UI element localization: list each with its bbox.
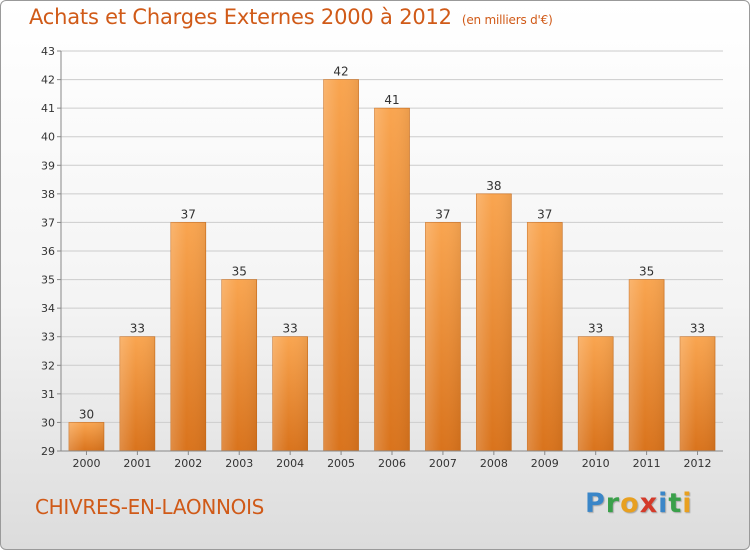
- bar-sheen: [272, 336, 308, 451]
- y-tick-label: 39: [41, 159, 55, 172]
- bar-sheen: [629, 279, 665, 451]
- bar-sheen: [221, 279, 257, 451]
- value-label: 30: [79, 407, 94, 421]
- y-tick-label: 41: [41, 102, 55, 115]
- x-tick-label: 2000: [72, 457, 100, 470]
- bars: [68, 79, 716, 452]
- proxiti-logo: Proxiti: [585, 488, 693, 519]
- x-tick-label: 2004: [276, 457, 304, 470]
- y-tick-label: 36: [41, 245, 55, 258]
- value-label: 37: [435, 207, 450, 221]
- bar-sheen: [680, 336, 716, 451]
- y-tick-label: 40: [41, 131, 55, 144]
- x-tick-label: 2012: [684, 457, 712, 470]
- x-tick-label: 2009: [531, 457, 559, 470]
- value-label: 37: [181, 207, 196, 221]
- x-tick-label: 2008: [480, 457, 508, 470]
- value-label: 35: [232, 265, 247, 279]
- y-tick-label: 42: [41, 74, 55, 87]
- y-tick-label: 30: [41, 416, 55, 429]
- bar-sheen: [425, 222, 461, 451]
- x-tick-label: 2002: [174, 457, 202, 470]
- bar-sheen: [578, 336, 614, 451]
- bar-sheen: [119, 336, 155, 451]
- x-tick-label: 2011: [633, 457, 661, 470]
- y-tick-label: 38: [41, 188, 55, 201]
- x-tick-label: 2006: [378, 457, 406, 470]
- location-name: CHIVRES-EN-LAONNOIS: [35, 495, 265, 519]
- value-label: 33: [283, 322, 298, 336]
- labels: 29 30 31 32 33 34 35 36 37 38 39 40 41 42 43 2000 30 2001…: [41, 45, 712, 470]
- chart-unit: (en milliers d'€): [461, 13, 553, 27]
- bar-sheen: [170, 222, 206, 451]
- bar-sheen: [323, 79, 359, 452]
- x-tick-label: 2001: [123, 457, 151, 470]
- bar-sheen: [68, 422, 104, 451]
- value-label: 42: [333, 65, 348, 79]
- value-label: 35: [639, 265, 654, 279]
- value-label: 33: [130, 322, 145, 336]
- y-tick-label: 43: [41, 45, 55, 58]
- bar-sheen: [527, 222, 563, 451]
- y-tick-label: 37: [41, 216, 55, 229]
- x-tick-label: 2003: [225, 457, 253, 470]
- value-label: 41: [384, 93, 399, 107]
- y-tick-label: 31: [41, 388, 55, 401]
- chart-title-text: Achats et Charges Externes 2000 à 2012: [29, 5, 452, 29]
- bar-sheen: [374, 108, 410, 452]
- axes: [57, 50, 723, 455]
- y-tick-label: 35: [41, 274, 55, 287]
- value-label: 38: [486, 179, 501, 193]
- x-tick-label: 2010: [582, 457, 610, 470]
- x-tick-label: 2007: [429, 457, 457, 470]
- x-tick-label: 2005: [327, 457, 355, 470]
- y-tick-label: 33: [41, 331, 55, 344]
- y-tick-label: 32: [41, 359, 55, 372]
- chart-title: Achats et Charges Externes 2000 à 2012 (e…: [29, 5, 553, 29]
- value-label: 37: [537, 207, 552, 221]
- value-label: 33: [690, 322, 705, 336]
- y-tick-label: 34: [41, 302, 55, 315]
- y-tick-label: 29: [41, 445, 55, 458]
- bar-sheen: [476, 193, 512, 451]
- value-label: 33: [588, 322, 603, 336]
